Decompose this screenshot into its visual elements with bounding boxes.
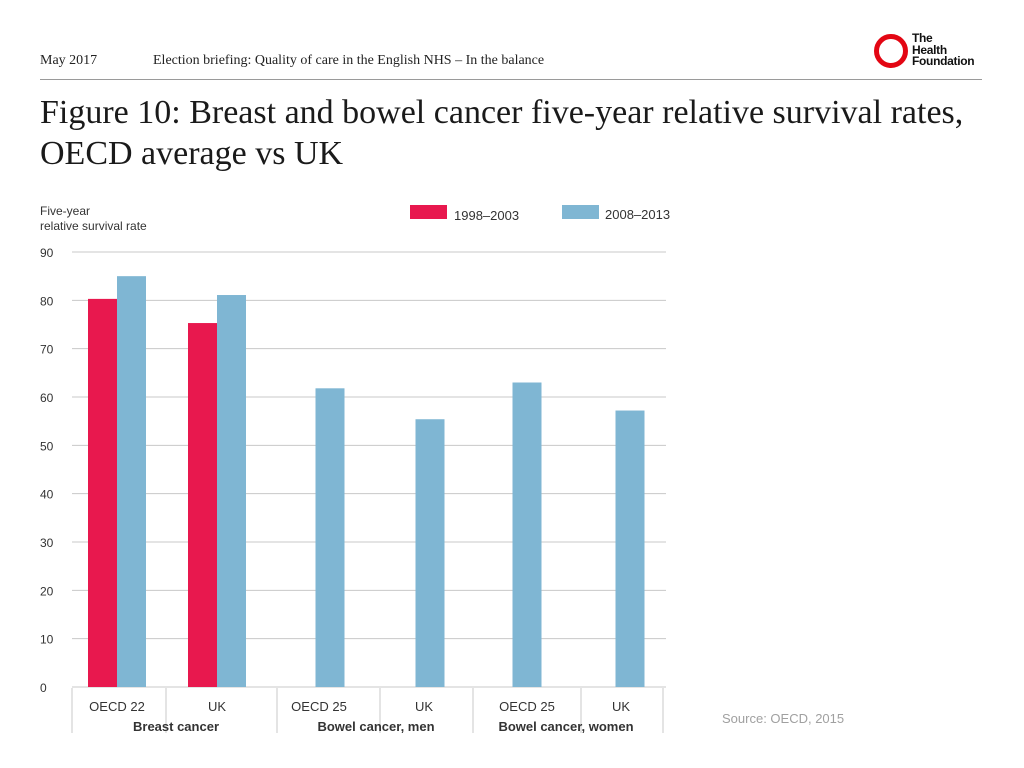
source-note: Source: OECD, 2015	[722, 711, 845, 726]
x-group-label: Breast cancer	[133, 719, 219, 734]
header-rule	[40, 79, 982, 80]
bar-2008-2013	[117, 276, 146, 687]
logo-line-2: Health	[912, 42, 947, 57]
logo-line-1: The	[912, 31, 933, 45]
x-group-label: Bowel cancer, men	[317, 719, 434, 734]
legend-label-1998-2003: 1998–2003	[454, 208, 519, 223]
bar-1998-2003	[188, 323, 217, 687]
x-tick-label: OECD 22	[89, 699, 145, 714]
y-axis-ticks: 0 10 20 30 40 50 60 70 80 90	[40, 246, 54, 695]
bar-2008-2013	[315, 388, 345, 687]
y-axis-title-line: relative survival rate	[40, 219, 147, 233]
legend: 1998–2003 2008–2013	[410, 205, 670, 223]
y-tick-label: 50	[40, 439, 54, 453]
y-axis-title-line: Five-year	[40, 204, 90, 218]
figure-title: Figure 10: Breast and bowel cancer five-…	[40, 94, 964, 172]
x-tick-label: UK	[612, 699, 630, 714]
y-tick-label: 20	[40, 584, 54, 598]
x-tick-label: OECD 25	[499, 699, 555, 714]
health-foundation-logo[interactable]: The Health Foundation	[874, 31, 984, 73]
logo-wordmark: The Health Foundation	[912, 31, 975, 68]
bar-2008-2013	[217, 295, 246, 687]
y-tick-label: 90	[40, 246, 54, 260]
y-tick-label: 0	[40, 681, 47, 695]
legend-swatch-1998-2003	[410, 205, 447, 219]
x-tick-label: UK	[208, 699, 226, 714]
gridlines	[72, 251, 666, 688]
logo-line-3: Foundation	[912, 54, 975, 68]
bars	[88, 276, 645, 687]
y-tick-label: 60	[40, 391, 54, 405]
bar-2008-2013	[615, 410, 645, 687]
legend-swatch-2008-2013	[562, 205, 599, 219]
bar-2008-2013	[415, 419, 445, 687]
header-briefing-title: Election briefing: Quality of care in th…	[153, 53, 545, 68]
y-tick-label: 40	[40, 488, 54, 502]
logo-ring-icon	[874, 34, 908, 68]
legend-label-2008-2013: 2008–2013	[605, 207, 670, 222]
x-tick-label: UK	[415, 699, 433, 714]
y-tick-label: 10	[40, 633, 54, 647]
y-tick-label: 30	[40, 536, 54, 550]
y-tick-label: 80	[40, 294, 54, 308]
bar-1998-2003	[88, 298, 117, 687]
x-tick-label: OECD 25	[291, 699, 347, 714]
x-group-label: Bowel cancer, women	[498, 719, 633, 734]
y-tick-label: 70	[40, 343, 54, 357]
bar-2008-2013	[512, 382, 542, 687]
header-date: May 2017	[40, 53, 98, 68]
x-axis-labels: OECD 22 UK OECD 25 UK OECD 25 UK Breast cancer…	[71, 688, 664, 734]
